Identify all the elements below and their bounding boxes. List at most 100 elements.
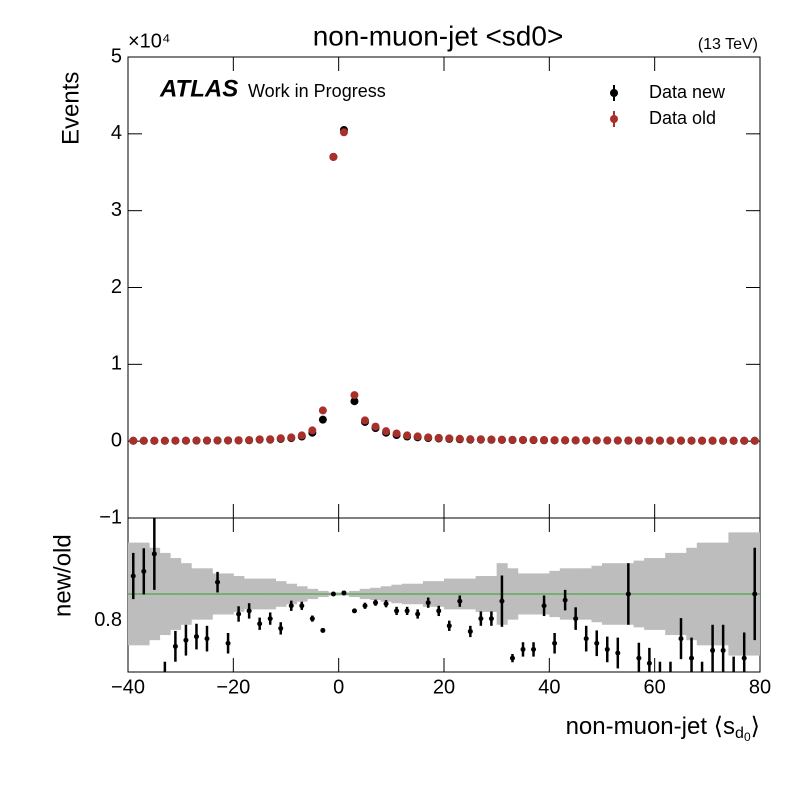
data-point — [445, 434, 454, 443]
ratio-point — [236, 611, 242, 617]
x-tick-label: 80 — [749, 676, 771, 698]
y-tick-label: 4 — [111, 122, 122, 144]
ratio-point — [394, 608, 400, 614]
data-point — [487, 435, 496, 444]
ratio-point — [573, 616, 579, 622]
data-point — [508, 435, 517, 444]
ratio-point — [425, 600, 431, 606]
y-tick-label: 1 — [111, 353, 122, 375]
x-label-close: ⟩ — [751, 713, 760, 740]
ratio-point — [604, 646, 610, 652]
x-tick-label: 60 — [644, 676, 666, 698]
data-point — [529, 435, 538, 444]
ratio-point — [509, 655, 515, 661]
ratio-point — [330, 591, 336, 597]
ratio-point — [341, 590, 347, 596]
data-point — [708, 436, 717, 445]
data-point — [582, 436, 591, 445]
x-label-sub: d — [735, 725, 744, 742]
ratio-point — [257, 621, 263, 627]
ratio-point — [615, 650, 621, 656]
data-point — [171, 436, 180, 445]
ratio-point — [583, 636, 589, 642]
data-point — [719, 436, 728, 445]
ratio-point — [162, 680, 167, 685]
data-point — [234, 436, 243, 445]
ratio-point — [446, 623, 452, 629]
x-tick-label: 0 — [333, 676, 344, 698]
data-point — [382, 427, 391, 436]
ratio-point — [720, 647, 726, 653]
ratio-point — [288, 603, 294, 609]
data-point — [497, 435, 506, 444]
data-point — [466, 435, 475, 444]
data-point — [139, 436, 148, 445]
ratio-point — [562, 597, 568, 603]
data-point — [740, 436, 749, 445]
ratio-point — [204, 636, 210, 642]
data-point — [729, 436, 738, 445]
main-points — [129, 125, 759, 445]
status-label: Work in Progress — [248, 81, 386, 101]
data-point — [677, 436, 685, 445]
ratio-point — [225, 640, 231, 646]
ratio-point — [552, 640, 558, 646]
data-point — [634, 436, 643, 445]
legend-marker — [610, 89, 618, 97]
ratio-point — [625, 591, 631, 597]
ratio-point — [215, 579, 221, 585]
x-tick-label: 40 — [538, 676, 560, 698]
ratio-point — [541, 603, 547, 609]
data-point — [129, 436, 138, 445]
data-point — [476, 435, 485, 444]
data-point — [255, 435, 264, 444]
energy-label: (13 TeV) — [698, 36, 758, 53]
data-point — [413, 432, 422, 441]
data-point — [655, 436, 664, 445]
ratio-point — [700, 680, 705, 685]
data-point — [160, 436, 169, 445]
ratio-point — [689, 655, 695, 661]
data-point — [224, 436, 233, 445]
y-tick-label: 5 — [111, 45, 122, 67]
data-point — [603, 436, 612, 445]
x-axis-label: non-muon-jet ⟨sd0⟩ — [566, 713, 760, 744]
x-tick-label: −20 — [216, 676, 250, 698]
ratio-point — [467, 628, 473, 634]
data-point — [613, 436, 622, 445]
data-point — [561, 436, 570, 445]
ratio-point — [436, 608, 442, 614]
ratio-point — [457, 598, 463, 604]
chart-title: non-muon-jet <sd0> — [313, 20, 564, 51]
y-tick-label: 2 — [111, 276, 122, 298]
ratio-point — [404, 608, 410, 614]
data-point — [540, 436, 549, 445]
experiment-label: ATLAS — [159, 75, 238, 102]
ratio-point — [309, 616, 315, 622]
data-point — [203, 436, 211, 445]
data-point — [213, 436, 222, 445]
ratio-point — [351, 608, 357, 614]
x-tick-label: −40 — [111, 676, 145, 698]
ratio-point — [267, 616, 273, 622]
y-tick-label: 3 — [111, 199, 122, 221]
data-point — [150, 436, 159, 445]
ratio-plot — [128, 518, 760, 685]
ratio-point — [415, 611, 421, 617]
x-tick-label: 20 — [433, 676, 455, 698]
ratio-point — [320, 627, 326, 633]
ratio-point — [151, 551, 157, 557]
data-point — [750, 436, 759, 445]
y-axis-label: Events — [57, 72, 84, 145]
data-point — [571, 436, 580, 445]
ratio-point — [520, 646, 526, 652]
ratio-point — [193, 634, 199, 640]
data-point — [245, 436, 254, 445]
data-point — [361, 416, 369, 425]
y-tick-label: 0 — [111, 429, 122, 451]
ratio-point — [141, 568, 147, 574]
ratio-point — [130, 573, 136, 579]
data-point — [287, 433, 296, 442]
ratio-point — [710, 647, 716, 653]
